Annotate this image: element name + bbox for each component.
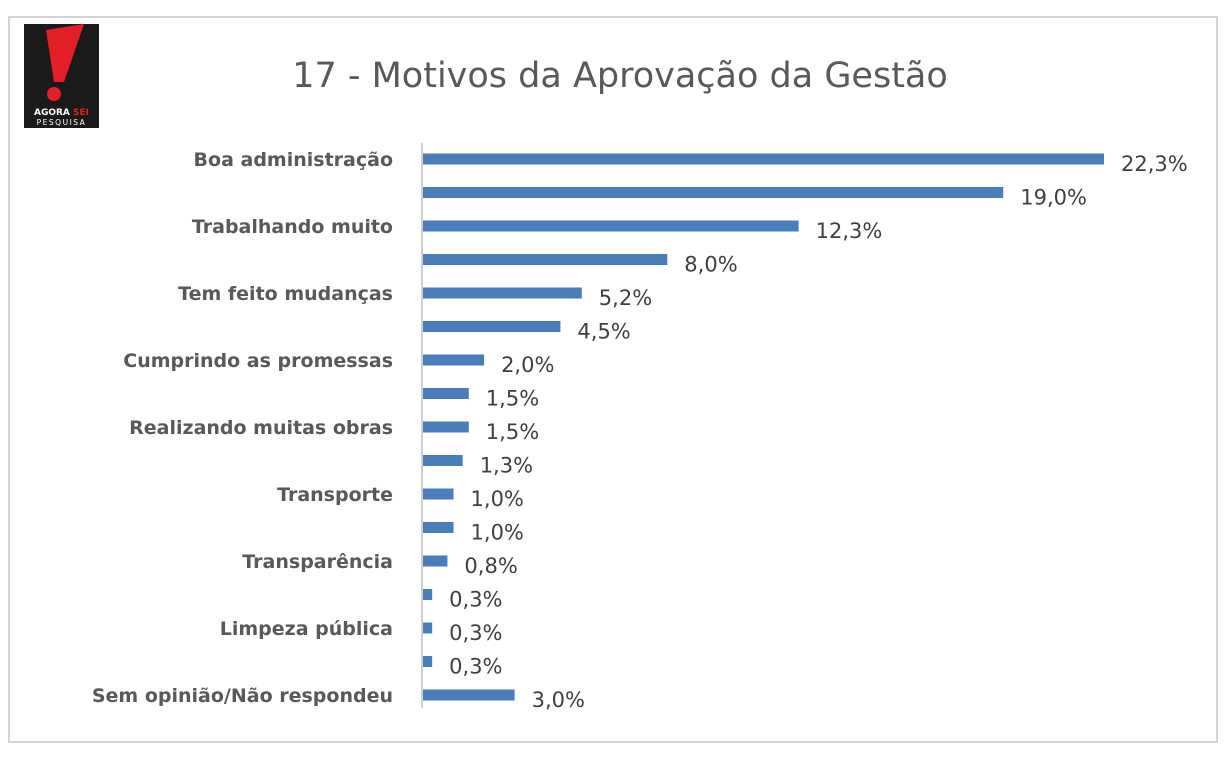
data-label: 12,3%	[816, 219, 883, 243]
category-label: Tem feito mudanças	[178, 283, 393, 305]
data-label: 0,3%	[449, 621, 502, 645]
bar	[423, 354, 485, 366]
logo-text-agora-sei: AGORA SEI	[33, 108, 90, 118]
bar	[423, 388, 469, 399]
category-label: Trabalhando muito	[192, 216, 393, 238]
bar	[423, 689, 515, 701]
data-label: 5,2%	[599, 286, 652, 310]
category-label: Transparência	[242, 551, 393, 573]
bar	[423, 187, 1004, 198]
chart-frame	[8, 16, 1218, 743]
data-label: 1,3%	[480, 454, 533, 478]
bar	[423, 321, 561, 332]
category-label: Cumprindo as promessas	[123, 350, 393, 372]
bar	[423, 421, 469, 433]
bar	[423, 287, 582, 299]
data-label: 4,5%	[577, 320, 630, 344]
chart-title: 17 - Motivos da Aprovação da Gestão	[292, 56, 948, 96]
category-label: Realizando muitas obras	[129, 417, 393, 439]
data-label: 1,0%	[471, 487, 524, 511]
logo-text-pesquisa: PESQUISA	[36, 118, 87, 127]
bar	[423, 153, 1104, 165]
bar	[423, 220, 799, 232]
agora-sei-logo: AGORA SEI PESQUISA	[24, 24, 99, 128]
bar	[423, 522, 454, 533]
data-label: 2,0%	[501, 353, 554, 377]
bar	[423, 656, 433, 667]
data-label: 19,0%	[1020, 186, 1087, 210]
data-label: 0,8%	[464, 554, 517, 578]
data-label: 1,0%	[471, 521, 524, 545]
bar	[423, 455, 463, 466]
data-label: 0,3%	[449, 588, 502, 612]
category-label: Limpeza pública	[220, 618, 393, 640]
category-label: Boa administração	[194, 149, 393, 171]
data-label: 0,3%	[449, 655, 502, 679]
exclamation-mark-icon	[46, 24, 84, 101]
data-label: 1,5%	[486, 420, 539, 444]
bar	[423, 622, 433, 634]
data-label: 1,5%	[486, 387, 539, 411]
bar	[423, 488, 454, 500]
bar	[423, 555, 448, 567]
bar	[423, 589, 433, 600]
data-label: 22,3%	[1121, 152, 1188, 176]
bar	[423, 254, 668, 265]
category-label: Sem opinião/Não respondeu	[92, 685, 393, 707]
category-label: Transporte	[277, 484, 393, 506]
data-label: 3,0%	[532, 688, 585, 712]
data-label: 8,0%	[684, 253, 737, 277]
